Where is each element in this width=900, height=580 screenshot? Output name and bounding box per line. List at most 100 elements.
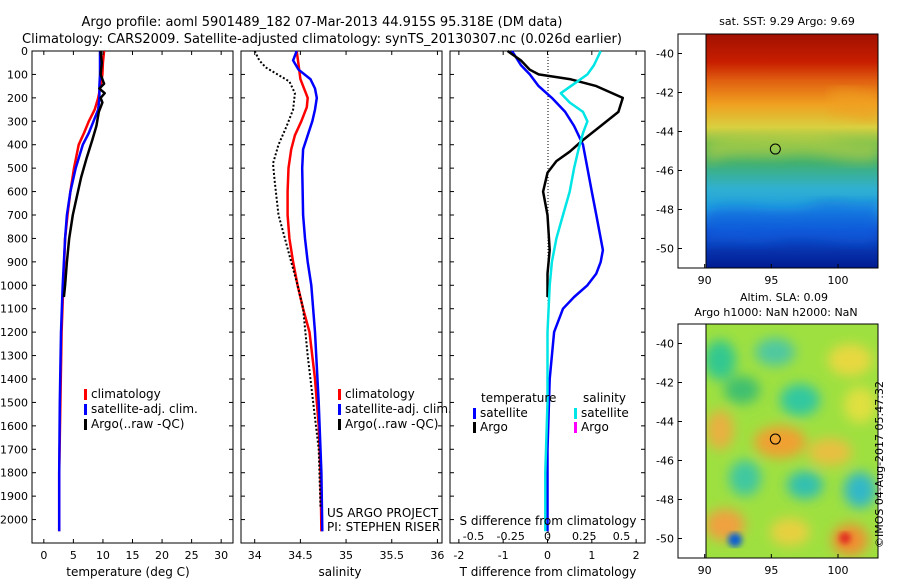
sst-lat-tick-label: -48 — [656, 204, 674, 217]
project-annotation: US ARGO PROJECT — [327, 506, 439, 520]
sst-front — [706, 130, 878, 165]
sla-lat-tick-label: -46 — [656, 455, 674, 468]
sst-map-title: sat. SST: 9.29 Argo: 9.69 — [719, 15, 855, 28]
legend-swatch — [338, 419, 341, 430]
sst-field — [706, 34, 878, 268]
legend-swatch — [473, 408, 476, 419]
depth-tick-label: 1400 — [0, 373, 28, 386]
depth-tick-label: 1800 — [0, 467, 28, 480]
depth-tick-label: 600 — [7, 186, 28, 199]
salinity-xtick-label: 34 — [248, 549, 262, 562]
temperature-xtick-label: 0 — [40, 549, 47, 562]
depth-tick-label: 1100 — [0, 303, 28, 316]
temperature-xtick-label: 20 — [155, 549, 169, 562]
legend-label: climatology — [345, 387, 415, 401]
temperature-series-argo-raw-qc — [62, 50, 106, 298]
temperature-xlabel: temperature (deg C) — [66, 565, 189, 579]
salinity-xtick-label: 35.5 — [380, 549, 405, 562]
legend-title-temperature: temperature — [481, 391, 556, 405]
legend-swatch — [84, 389, 87, 400]
depth-tick-label: 1700 — [0, 443, 28, 456]
difference-series-temperature-satellite — [510, 50, 605, 532]
s-difference-tick-label: 0.25 — [572, 530, 597, 543]
difference-xtick-label: 1 — [588, 549, 595, 562]
legend-label: satellite — [480, 406, 528, 420]
difference-series-temperature-argo — [506, 49, 625, 297]
depth-tick-label: 1500 — [0, 396, 28, 409]
sst-lat-tick-label: -46 — [656, 165, 674, 178]
legend-label: satellite — [581, 406, 629, 420]
legend-title-salinity: salinity — [583, 391, 626, 405]
difference-xtick-label: -1 — [498, 549, 509, 562]
sla-lat-tick-label: -40 — [656, 338, 674, 351]
salinity-axes-frame — [240, 50, 443, 544]
sla-lon-tick-label: 95 — [764, 564, 778, 577]
figure-title-line1: Argo profile: aoml 5901489_182 07-Mar-20… — [82, 15, 563, 30]
temperature-xtick-label: 25 — [185, 549, 199, 562]
depth-tick-label: 1300 — [0, 350, 28, 363]
s-difference-tick-label: -0.25 — [496, 530, 524, 543]
salinity-series-climatology — [286, 50, 323, 532]
difference-xtick-label: 2 — [633, 549, 640, 562]
temperature-xtick-label: 15 — [126, 549, 140, 562]
depth-tick-label: 500 — [7, 162, 28, 175]
sla-lon-tick-label: 90 — [698, 564, 712, 577]
sla-field — [706, 324, 878, 558]
depth-tick-label: 700 — [7, 209, 28, 222]
legend-label: climatology — [91, 387, 161, 401]
salinity-series-satellite-adj-clim — [291, 50, 324, 532]
s-difference-label: S difference from climatology — [460, 514, 637, 528]
sst-lon-tick-label: 95 — [764, 274, 778, 287]
s-difference-tick-label: 0 — [544, 530, 551, 543]
pi-annotation: PI: STEPHEN RISER — [327, 520, 440, 534]
legend-label: Argo(..raw -QC) — [345, 417, 438, 431]
sst-lon-tick-label: 100 — [828, 274, 849, 287]
sst-lon-tick-label: 90 — [698, 274, 712, 287]
legend-swatch — [574, 422, 577, 433]
difference-series-salinity-satellite — [544, 50, 602, 532]
sst-warm-patch — [830, 88, 878, 122]
depth-tick-label: 1000 — [0, 279, 28, 292]
temperature-axes-frame — [31, 50, 234, 544]
legend-swatch — [338, 389, 341, 400]
sst-lat-tick-label: -40 — [656, 48, 674, 61]
difference-xtick-label: -2 — [453, 549, 464, 562]
sla-lat-tick-label: -48 — [656, 494, 674, 507]
depth-tick-label: 0 — [21, 45, 28, 58]
sla-lat-tick-label: -50 — [656, 533, 674, 546]
imos-timestamp: ©IMOS 04-Aug-2017 05:47:32 — [873, 381, 886, 548]
legend-label: Argo(..raw -QC) — [91, 417, 184, 431]
sla-float-location-marker — [769, 433, 781, 445]
depth-tick-label: 100 — [7, 68, 28, 81]
depth-tick-label: 1600 — [0, 420, 28, 433]
t-difference-xlabel: T difference from climatology — [459, 565, 637, 579]
legend-label: satellite-adj. clim. — [91, 402, 198, 416]
depth-tick-label: 1900 — [0, 490, 28, 503]
legend-label: Argo — [581, 420, 609, 434]
sla-lon-tick-label: 100 — [828, 564, 849, 577]
salinity-xtick-label: 35 — [339, 549, 353, 562]
sst-float-location-marker — [769, 143, 781, 155]
depth-tick-label: 900 — [7, 256, 28, 269]
temperature-xtick-label: 30 — [214, 549, 228, 562]
sst-lat-tick-label: -50 — [656, 243, 674, 256]
s-difference-tick-label: -0.5 — [463, 530, 484, 543]
salinity-xtick-label: 34.5 — [288, 549, 313, 562]
temperature-panel: 0 5 10 15 20 25 30 0 100 200 300 400 500 600 700 800 90… — [0, 45, 234, 579]
temperature-xtick-label: 5 — [70, 549, 77, 562]
depth-tick-label: 300 — [7, 115, 28, 128]
salinity-xtick-label: 36 — [430, 549, 444, 562]
depth-tick-label: 400 — [7, 139, 28, 152]
legend-label: satellite-adj. clim. — [345, 402, 452, 416]
legend-swatch — [338, 404, 341, 415]
depth-tick-label: 1200 — [0, 326, 28, 339]
sst-lat-tick-label: -42 — [656, 87, 674, 100]
sla-lat-tick-label: -42 — [656, 377, 674, 390]
depth-tick-label: 2000 — [0, 514, 28, 527]
salinity-panel: 34 34.5 35 35.5 36 salinity climatologysatel… — [240, 50, 452, 579]
sla-lat-tick-label: -44 — [656, 416, 674, 429]
legend-swatch — [574, 408, 577, 419]
